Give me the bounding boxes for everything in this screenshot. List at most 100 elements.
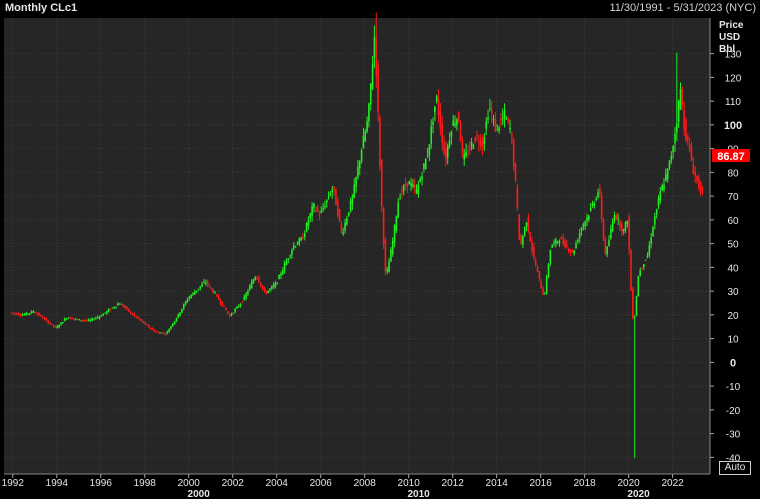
candle-body — [586, 216, 588, 222]
candle-body — [534, 260, 537, 266]
candle-body — [553, 242, 555, 244]
candle-body — [602, 220, 605, 240]
candle-body — [582, 224, 585, 228]
candle-body — [650, 237, 652, 244]
candle-body — [38, 312, 40, 316]
candle-body — [331, 188, 334, 193]
candle-body — [280, 273, 282, 276]
candle-body — [287, 258, 290, 260]
candle-body — [19, 314, 22, 316]
candle-body — [54, 326, 57, 328]
candle-body — [476, 135, 478, 137]
x-tick-label: 2006 — [310, 478, 333, 489]
candle-body — [516, 187, 519, 209]
candle-body — [375, 38, 378, 77]
candle-body — [357, 166, 359, 177]
candle-body — [571, 251, 574, 253]
candle-body — [628, 216, 630, 250]
candle-body — [316, 206, 319, 212]
decade-label: 2010 — [407, 489, 430, 499]
candle-body — [201, 284, 203, 287]
candle-body — [96, 317, 99, 319]
candle-body — [41, 317, 44, 319]
candle-body — [547, 264, 550, 278]
candle-body — [463, 153, 466, 160]
candle-body — [393, 225, 396, 243]
candle-body — [237, 305, 240, 308]
candle-body — [314, 210, 317, 212]
candle-body — [12, 312, 15, 314]
y-tick-label: -20 — [726, 406, 741, 417]
candle-body — [569, 249, 572, 252]
candle-body — [584, 221, 586, 227]
candle-body — [164, 333, 167, 335]
candle-body — [140, 319, 143, 322]
candle-body — [30, 311, 33, 314]
candle-body — [148, 325, 150, 328]
candle-body — [511, 134, 513, 138]
candle-body — [613, 215, 616, 222]
candle-body — [347, 212, 350, 216]
candle-body — [36, 313, 38, 315]
candle-body — [124, 305, 126, 308]
candle-body — [221, 301, 224, 307]
auto-scale-button[interactable]: Auto — [719, 461, 751, 475]
candle-body — [542, 288, 544, 296]
candle-body — [14, 312, 16, 314]
candle-body — [16, 313, 18, 315]
candle-body — [170, 326, 172, 329]
candle-body — [82, 320, 84, 322]
date-range: 11/30/1991 - 5/31/2023 (NYC) — [609, 2, 756, 14]
candle-body — [696, 175, 698, 181]
x-tick-label: 1992 — [2, 478, 25, 489]
candle-body — [199, 286, 202, 289]
candle-body — [250, 282, 253, 289]
candle-body — [62, 321, 64, 324]
candle-body — [523, 226, 526, 236]
candle-body — [432, 121, 434, 125]
candle-body — [518, 214, 521, 240]
candle-body — [577, 239, 579, 242]
candle-body — [694, 171, 696, 177]
candle-body — [461, 141, 464, 154]
candle-body — [162, 333, 165, 335]
candle-body — [503, 110, 506, 118]
candle-body — [322, 207, 324, 210]
candle-body — [527, 216, 530, 232]
candle-body — [604, 238, 607, 255]
candle-body — [69, 316, 71, 319]
candle-body — [234, 309, 236, 312]
candle-body — [226, 311, 229, 314]
candle-body — [195, 290, 198, 292]
candle-body — [212, 289, 214, 293]
candle-body — [98, 316, 101, 318]
x-tick-label: 2008 — [354, 478, 377, 489]
candle-body — [214, 292, 216, 294]
candle-body — [258, 277, 260, 283]
candle-body — [402, 185, 405, 192]
candle-body — [555, 239, 557, 245]
candle-body — [373, 37, 376, 58]
candle-body — [133, 313, 136, 316]
candle-body — [128, 308, 130, 312]
candle-body — [591, 203, 594, 206]
candle-body — [248, 286, 251, 290]
candle-body — [661, 185, 663, 191]
y-tick-label: 110 — [725, 97, 741, 108]
candle-body — [551, 245, 553, 248]
candle-body — [522, 236, 524, 245]
candle-body — [415, 189, 418, 193]
candle-body — [500, 119, 502, 121]
candle-body — [197, 288, 200, 290]
candle-body — [179, 312, 181, 316]
candle-body — [362, 136, 365, 149]
candle-body — [276, 282, 279, 284]
candle-body — [144, 323, 147, 325]
candle-body — [426, 155, 429, 157]
candle-body — [106, 311, 108, 314]
candle-body — [390, 249, 392, 262]
candle-body — [173, 321, 176, 325]
candle-body — [60, 322, 62, 325]
